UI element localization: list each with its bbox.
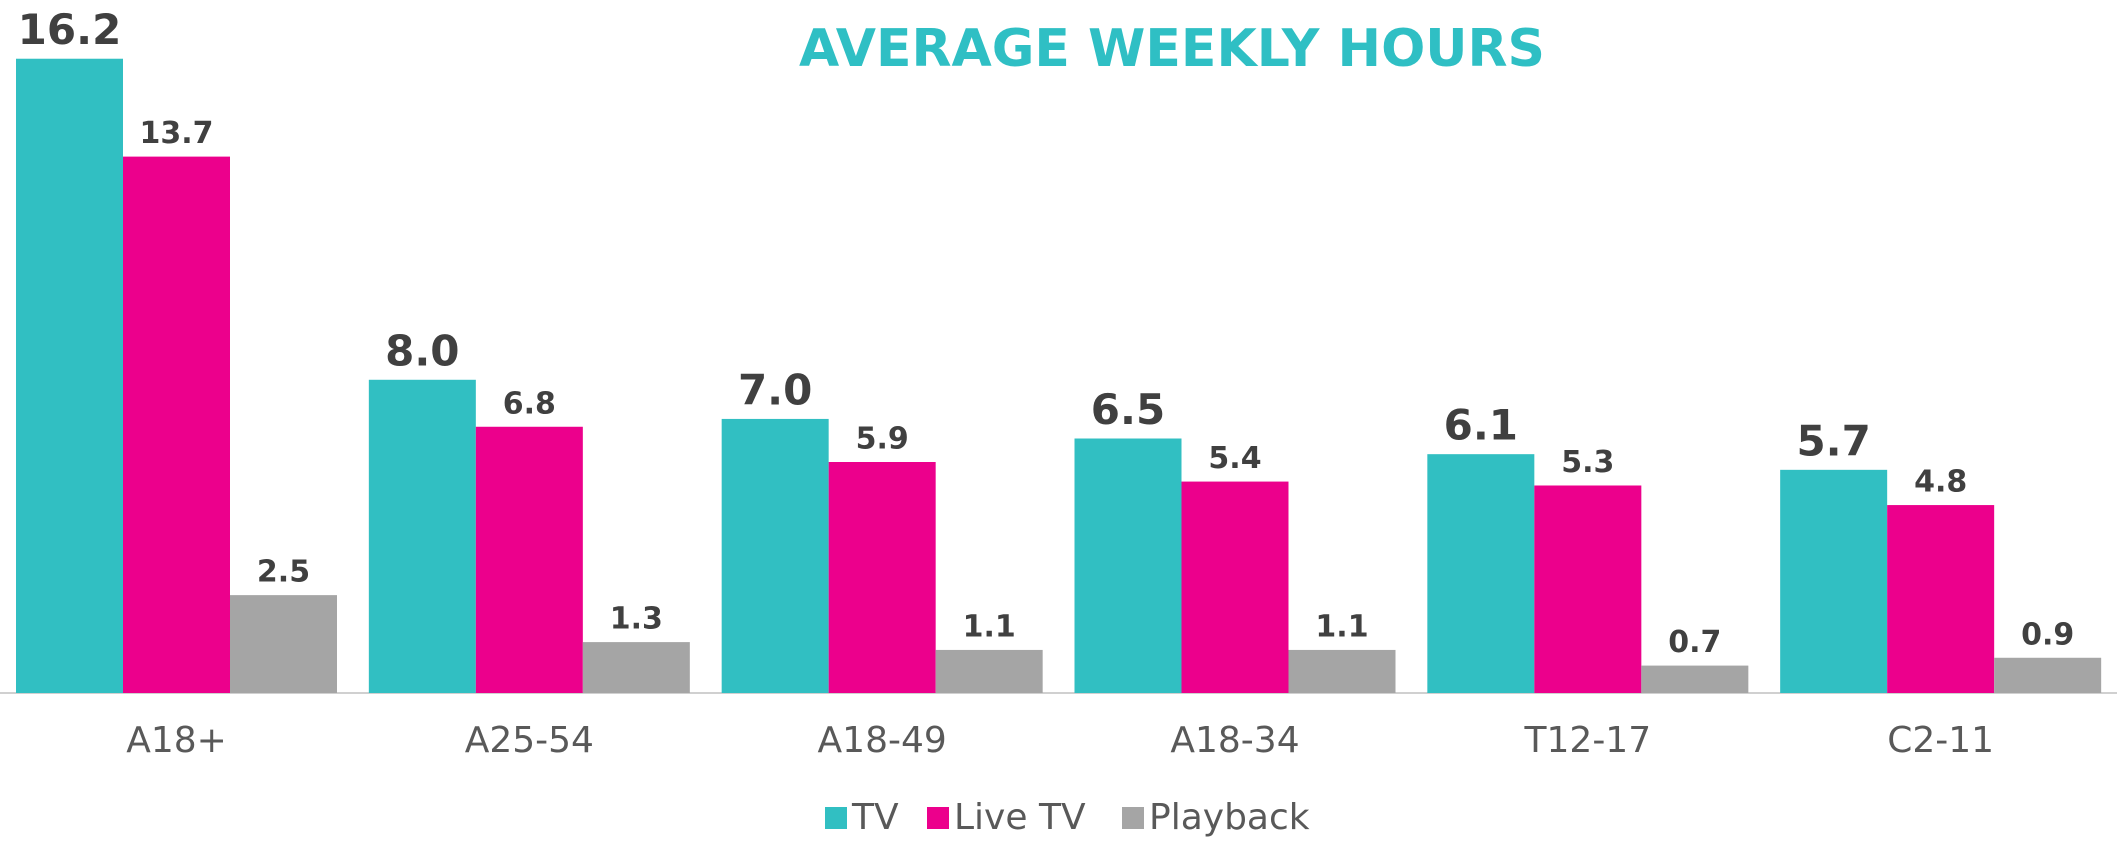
- bar: [935, 649, 1043, 693]
- data-label: 5.9: [856, 422, 909, 457]
- data-label: 16.2: [18, 5, 122, 54]
- legend-label: TV: [851, 797, 899, 838]
- x-tick-label: T12-17: [1524, 720, 1652, 761]
- data-label: 6.1: [1444, 401, 1518, 450]
- data-label: 4.8: [1914, 465, 1967, 500]
- data-label: 5.3: [1561, 445, 1614, 480]
- x-tick-label: C2-11: [1887, 720, 1994, 761]
- legend-label: Playback: [1149, 797, 1310, 838]
- bar: [721, 418, 829, 693]
- bar: [230, 595, 337, 693]
- data-label: 1.1: [1315, 609, 1368, 644]
- data-label: 2.5: [257, 555, 310, 590]
- bar: [368, 379, 476, 693]
- x-tick-label: A18-34: [1170, 720, 1299, 761]
- data-label: 1.1: [963, 609, 1016, 644]
- legend-swatch: [927, 807, 949, 829]
- legend-label: Live TV: [954, 797, 1086, 838]
- legend-swatch: [1122, 807, 1144, 829]
- data-label: 13.7: [139, 116, 213, 151]
- bar: [1780, 469, 1888, 693]
- data-label: 5.4: [1208, 441, 1261, 476]
- data-label: 8.0: [385, 326, 459, 375]
- bar: [123, 156, 230, 693]
- data-label: 5.7: [1796, 416, 1870, 465]
- bar: [1534, 485, 1642, 693]
- x-tick-label: A18-49: [818, 720, 947, 761]
- data-label: 6.8: [503, 386, 556, 421]
- data-label: 0.7: [1668, 625, 1721, 660]
- bar: [475, 426, 583, 693]
- bar: [1641, 665, 1749, 693]
- bar: [1994, 657, 2102, 693]
- bar: [1181, 481, 1289, 693]
- data-label: 0.9: [2021, 617, 2074, 652]
- bar: [1887, 505, 1995, 693]
- chart-title: AVERAGE WEEKLY HOURS: [799, 19, 1545, 79]
- bar: [1427, 454, 1535, 693]
- bar: [1074, 438, 1182, 693]
- x-tick-label: A25-54: [465, 720, 594, 761]
- x-tick-label: A18+: [126, 720, 227, 761]
- data-label: 6.5: [1091, 385, 1165, 434]
- data-label: 7.0: [738, 365, 812, 414]
- bar: [828, 462, 936, 693]
- bar: [1288, 649, 1396, 693]
- legend-swatch: [825, 807, 847, 829]
- bar: [582, 642, 690, 693]
- data-label: 1.3: [610, 602, 663, 637]
- bar: [16, 58, 123, 693]
